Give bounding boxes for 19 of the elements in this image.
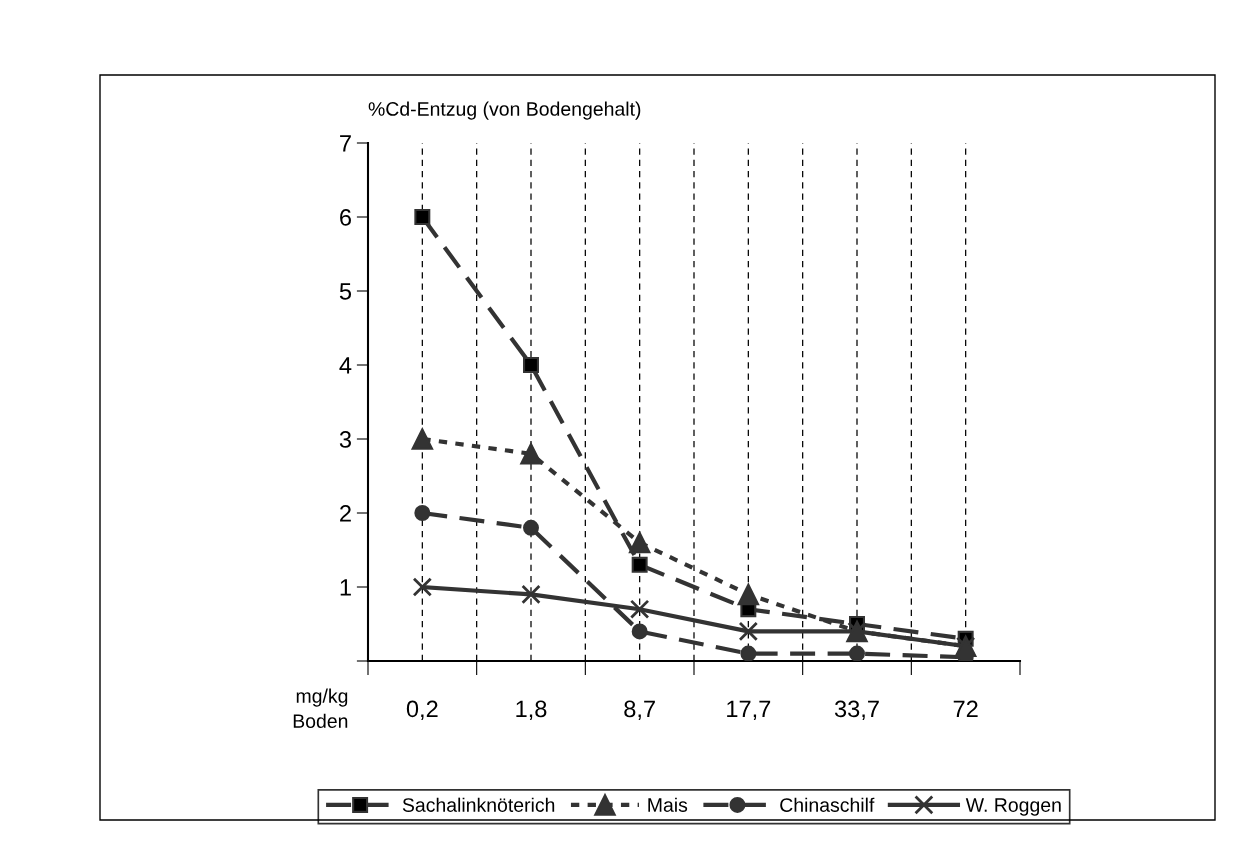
y-tick-label: 4 [339, 357, 352, 374]
x-tick-label: 17,7 [727, 700, 771, 721]
x-tick-label: 72 [953, 700, 978, 717]
legend-label: W. Roggen [965, 798, 1061, 816]
y-tick-label: 6 [340, 209, 351, 226]
y-tick-label: 2 [340, 505, 351, 522]
y-tick-label: 3 [339, 431, 351, 448]
x-axis-title: mg/kg Boden [293, 688, 348, 729]
x-tick-label: 0,2 [406, 700, 438, 721]
legend-label: Sachalinknöterich [402, 797, 555, 812]
x-tick-label: 8,7 [624, 700, 655, 721]
y-tick-label: 7 [340, 135, 351, 152]
x-tick-label: 33,7 [834, 700, 879, 721]
x-tick-label: 1,8 [516, 700, 547, 721]
y-tick-label: 5 [339, 283, 352, 300]
y-tick-label: 1 [340, 579, 351, 596]
legend-label: Chinaschilf [780, 797, 875, 812]
y-axis-title: %Cd-Entzug (von Bodengehalt) [368, 101, 641, 120]
legend-label: Mais [648, 797, 688, 812]
